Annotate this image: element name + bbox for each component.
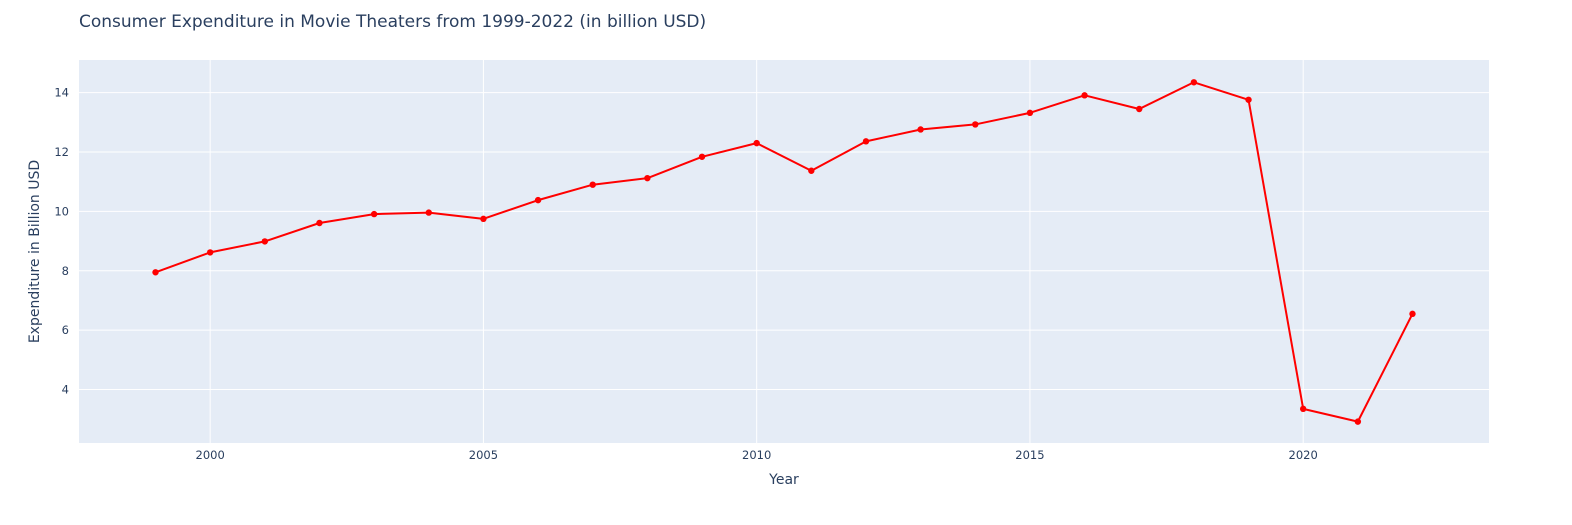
- data-point[interactable]: [534, 196, 542, 204]
- y-tick-label: 6: [62, 323, 69, 337]
- data-point[interactable]: [1245, 96, 1252, 103]
- x-axis-title: Year: [768, 472, 799, 488]
- x-tick-label: 2005: [469, 448, 498, 462]
- data-point[interactable]: [1409, 310, 1416, 318]
- y-tick-label: 8: [62, 264, 69, 278]
- data-point[interactable]: [1299, 405, 1307, 413]
- data-point[interactable]: [370, 210, 378, 218]
- data-point[interactable]: [972, 121, 979, 128]
- data-point[interactable]: [917, 126, 924, 133]
- data-point[interactable]: [425, 209, 432, 216]
- data-point[interactable]: [1026, 109, 1034, 117]
- y-tick-label: 12: [54, 145, 69, 159]
- plot-area: [79, 60, 1489, 443]
- data-point[interactable]: [589, 181, 596, 188]
- series-line: [155, 81, 1414, 423]
- chart-title: Consumer Expenditure in Movie Theaters f…: [79, 12, 707, 32]
- y-tick-label: 14: [54, 86, 69, 100]
- x-tick-label: 2020: [1289, 448, 1318, 462]
- data-point[interactable]: [152, 269, 159, 276]
- data-point[interactable]: [480, 215, 487, 223]
- y-tick-label: 10: [54, 204, 69, 218]
- data-point[interactable]: [862, 138, 870, 145]
- data-point[interactable]: [753, 139, 760, 147]
- grid-lines: [79, 60, 1489, 443]
- data-point[interactable]: [808, 167, 815, 174]
- tick-labels: 2000 2005 2010 2015 2020 4 6 8 10 12 14: [54, 86, 1317, 462]
- data-point[interactable]: [316, 219, 323, 227]
- data-point[interactable]: [1190, 79, 1198, 86]
- data-point[interactable]: [1081, 92, 1088, 99]
- data-point[interactable]: [644, 174, 651, 182]
- data-point[interactable]: [1136, 105, 1143, 113]
- y-tick-label: 4: [62, 383, 69, 397]
- x-tick-label: 2000: [196, 448, 225, 462]
- data-point[interactable]: [1354, 418, 1362, 425]
- y-axis-title: Expenditure in Billion USD: [27, 160, 43, 343]
- x-tick-label: 2010: [742, 448, 771, 462]
- data-point[interactable]: [261, 238, 269, 245]
- data-point[interactable]: [206, 249, 214, 256]
- data-point[interactable]: [698, 153, 706, 160]
- series-layer: [152, 79, 1416, 425]
- x-tick-label: 2015: [1015, 448, 1044, 462]
